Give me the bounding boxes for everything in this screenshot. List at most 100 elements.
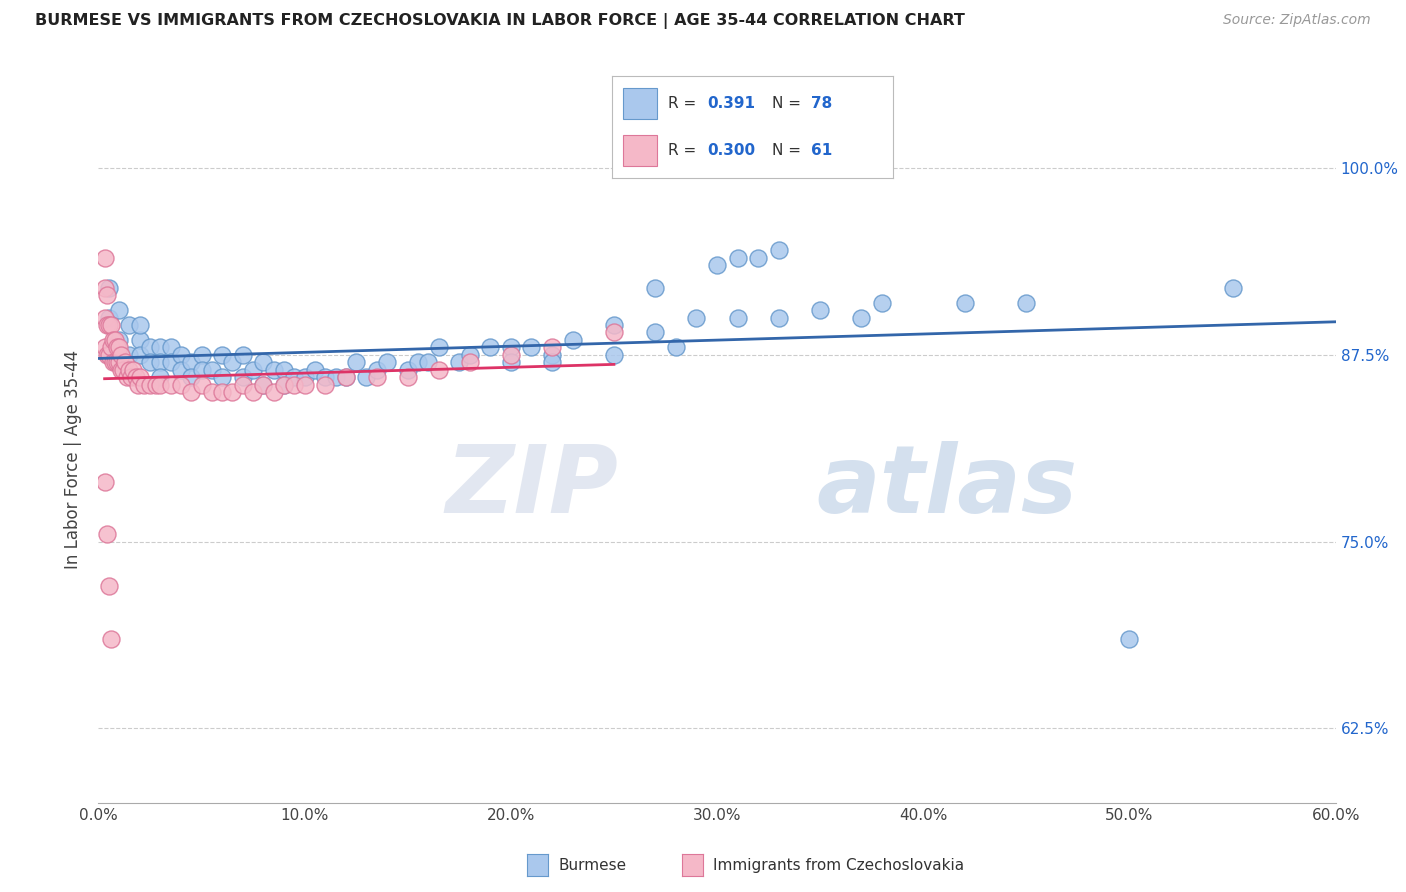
- Point: [120, 370, 142, 384]
- Point: [252, 355, 274, 369]
- Point: [427, 363, 450, 377]
- Point: [101, 333, 124, 347]
- Point: [170, 377, 193, 392]
- Point: [851, 310, 873, 325]
- Point: [104, 355, 127, 369]
- Point: [190, 377, 212, 392]
- Point: [149, 355, 172, 369]
- Point: [335, 370, 357, 384]
- Point: [273, 363, 295, 377]
- Point: [108, 333, 131, 347]
- Point: [294, 377, 316, 392]
- Point: [180, 385, 202, 400]
- Point: [139, 377, 162, 392]
- Point: [427, 340, 450, 354]
- Point: [665, 340, 688, 354]
- Point: [97, 310, 120, 325]
- Point: [1015, 295, 1038, 310]
- Point: [541, 355, 564, 369]
- Point: [108, 340, 131, 354]
- Point: [458, 348, 481, 362]
- Point: [108, 355, 131, 369]
- Point: [685, 310, 707, 325]
- Point: [190, 348, 212, 362]
- Point: [159, 340, 181, 354]
- Text: 0.391: 0.391: [707, 96, 755, 111]
- Text: N =: N =: [772, 96, 801, 111]
- Point: [458, 355, 481, 369]
- Point: [108, 303, 131, 318]
- Point: [149, 377, 172, 392]
- Bar: [623, 88, 657, 119]
- Point: [132, 377, 155, 392]
- Point: [449, 355, 471, 369]
- Point: [118, 318, 141, 332]
- Point: [1118, 632, 1140, 646]
- Point: [127, 377, 149, 392]
- Text: 0.300: 0.300: [707, 144, 755, 158]
- Point: [97, 579, 120, 593]
- Point: [221, 385, 243, 400]
- Point: [93, 310, 115, 325]
- Point: [139, 340, 162, 354]
- Point: [117, 370, 139, 384]
- Point: [314, 377, 336, 392]
- Text: 78: 78: [811, 96, 832, 111]
- Point: [273, 377, 295, 392]
- Text: Immigrants from Czechoslovakia: Immigrants from Czechoslovakia: [713, 858, 965, 872]
- Point: [356, 370, 378, 384]
- Point: [108, 355, 131, 369]
- Text: Burmese: Burmese: [558, 858, 626, 872]
- Point: [406, 355, 429, 369]
- Point: [159, 355, 181, 369]
- Point: [170, 348, 193, 362]
- Point: [644, 326, 666, 340]
- Point: [124, 370, 146, 384]
- Text: R =: R =: [668, 144, 696, 158]
- Text: BURMESE VS IMMIGRANTS FROM CZECHOSLOVAKIA IN LABOR FORCE | AGE 35-44 CORRELATION: BURMESE VS IMMIGRANTS FROM CZECHOSLOVAKI…: [35, 13, 965, 29]
- Point: [201, 385, 224, 400]
- Point: [366, 370, 388, 384]
- Point: [294, 370, 316, 384]
- Point: [603, 318, 626, 332]
- Point: [232, 377, 254, 392]
- Point: [499, 340, 522, 354]
- Point: [232, 370, 254, 384]
- Text: R =: R =: [668, 96, 696, 111]
- Point: [541, 340, 564, 354]
- Point: [180, 355, 202, 369]
- Point: [375, 355, 398, 369]
- Point: [768, 244, 790, 258]
- Point: [335, 370, 357, 384]
- Point: [273, 377, 295, 392]
- Point: [139, 355, 162, 369]
- Point: [252, 377, 274, 392]
- Point: [105, 340, 128, 354]
- Point: [283, 377, 305, 392]
- Point: [128, 318, 150, 332]
- Point: [727, 310, 749, 325]
- Point: [644, 280, 666, 294]
- Point: [366, 363, 388, 377]
- Point: [100, 340, 122, 354]
- Point: [283, 370, 305, 384]
- Point: [96, 318, 118, 332]
- Point: [499, 348, 522, 362]
- Text: ZIP: ZIP: [446, 441, 619, 533]
- Point: [110, 363, 132, 377]
- Text: atlas: atlas: [815, 441, 1077, 533]
- Text: 61: 61: [811, 144, 832, 158]
- Point: [97, 280, 120, 294]
- Point: [180, 370, 202, 384]
- Point: [93, 251, 115, 265]
- Point: [221, 355, 243, 369]
- Point: [145, 377, 167, 392]
- Point: [314, 370, 336, 384]
- Point: [808, 303, 831, 318]
- Point: [118, 363, 141, 377]
- Point: [100, 632, 122, 646]
- Point: [93, 280, 115, 294]
- Point: [706, 258, 728, 272]
- Point: [242, 385, 264, 400]
- Point: [953, 295, 976, 310]
